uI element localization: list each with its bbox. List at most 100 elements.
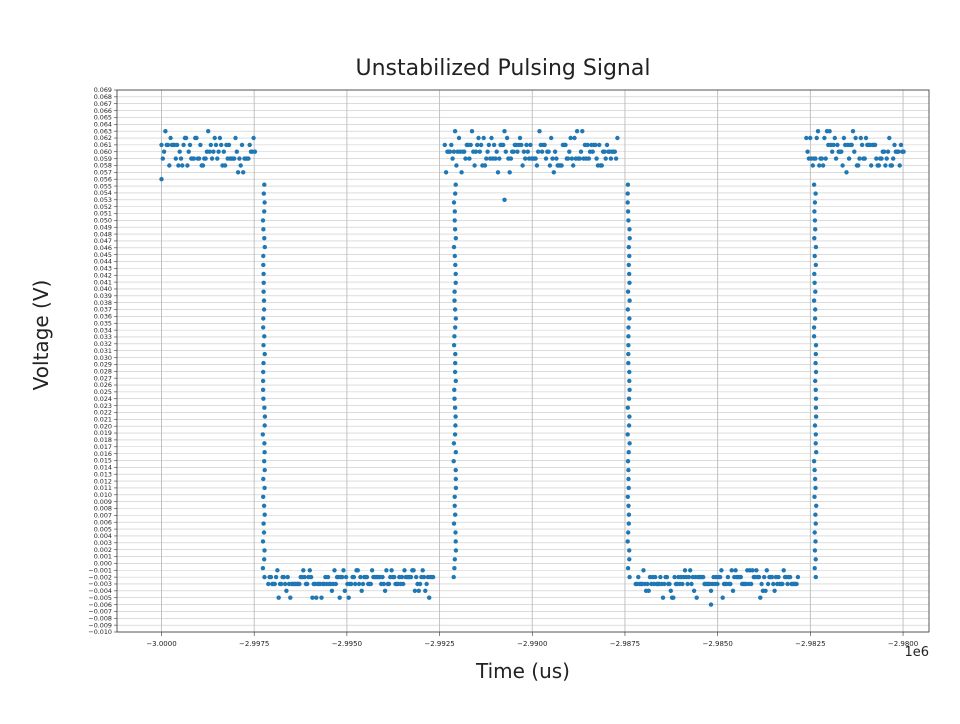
data-point	[841, 135, 847, 141]
data-point	[626, 244, 631, 250]
data-point	[756, 574, 762, 580]
data-point	[832, 135, 837, 141]
y-tick-label: 0.012	[94, 477, 112, 485]
data-point	[749, 581, 754, 587]
data-point	[685, 581, 690, 587]
data-point	[186, 149, 191, 154]
data-point	[567, 149, 572, 154]
data-point	[603, 156, 608, 161]
data-point	[881, 149, 887, 154]
data-point	[812, 566, 817, 571]
data-point	[198, 142, 203, 148]
data-point	[453, 414, 458, 419]
y-tick-label: 0.005	[94, 525, 112, 533]
data-point	[759, 581, 764, 587]
data-point	[813, 396, 819, 401]
data-point	[452, 307, 458, 312]
data-point	[599, 163, 604, 168]
data-point	[625, 459, 631, 464]
data-point	[626, 262, 631, 268]
data-point	[453, 236, 458, 241]
data-point	[849, 142, 854, 148]
y-tick-label: 0.042	[94, 271, 112, 279]
data-point	[664, 574, 670, 580]
data-point	[260, 218, 266, 223]
data-point	[486, 142, 492, 148]
data-point	[203, 156, 208, 161]
data-point	[453, 530, 458, 535]
data-point	[247, 142, 252, 148]
y-tick-label: 0.057	[94, 169, 112, 177]
data-point	[453, 512, 458, 517]
data-point	[580, 129, 585, 134]
data-point	[261, 227, 266, 232]
data-point	[261, 298, 267, 303]
data-point	[452, 396, 457, 401]
data-point	[691, 588, 697, 593]
y-tick-label: 0.067	[94, 100, 112, 108]
data-point	[262, 244, 267, 250]
data-point	[305, 581, 310, 587]
data-point	[232, 156, 237, 161]
data-point	[452, 494, 457, 499]
y-tick-label: 0.054	[94, 189, 112, 197]
data-point	[416, 588, 421, 593]
data-point	[262, 200, 267, 205]
data-point	[443, 170, 449, 175]
data-point	[239, 142, 245, 148]
data-point	[586, 156, 591, 161]
data-point	[627, 574, 632, 580]
data-point	[497, 156, 502, 161]
data-point	[840, 163, 845, 168]
data-point	[161, 149, 167, 154]
y-tick-label: 0.020	[94, 422, 112, 430]
data-point	[421, 574, 427, 580]
data-point	[625, 200, 630, 205]
data-point	[234, 149, 239, 154]
data-point	[813, 378, 818, 384]
data-point	[715, 581, 720, 587]
data-point	[763, 588, 768, 593]
y-tick-label: −0.004	[88, 587, 112, 595]
data-point	[261, 343, 266, 348]
data-point	[602, 149, 607, 154]
data-point	[785, 581, 790, 587]
data-point	[462, 149, 467, 154]
data-point	[222, 163, 228, 168]
data-point	[319, 595, 324, 600]
data-point	[442, 142, 447, 148]
x-tick-label: −2.9925	[424, 640, 454, 648]
data-point	[262, 334, 267, 339]
data-point	[262, 236, 267, 241]
data-point	[813, 289, 818, 294]
data-point	[680, 581, 685, 587]
data-point	[872, 142, 878, 148]
data-point	[813, 360, 818, 366]
data-point	[850, 129, 856, 134]
data-point	[452, 227, 458, 232]
data-point	[452, 289, 457, 294]
data-point	[454, 163, 459, 168]
data-point	[817, 163, 822, 168]
y-tick-label: 0.062	[94, 134, 112, 142]
data-point	[261, 396, 266, 401]
data-point	[626, 325, 631, 330]
data-point	[627, 557, 632, 562]
data-point	[730, 588, 736, 593]
data-point	[874, 156, 879, 161]
y-tick-label: 0.032	[94, 340, 112, 348]
data-point	[478, 142, 484, 148]
data-point	[261, 253, 266, 259]
y-tick-label: 0.033	[94, 333, 112, 341]
data-point	[625, 432, 630, 437]
data-point	[187, 142, 193, 148]
data-point	[261, 280, 266, 285]
data-point	[815, 129, 821, 134]
data-point	[325, 574, 331, 580]
data-point	[627, 441, 632, 446]
y-tick-label: 0.030	[94, 354, 112, 362]
data-point	[547, 163, 553, 168]
data-point	[604, 142, 610, 148]
data-point	[262, 548, 267, 553]
data-point	[183, 135, 189, 141]
